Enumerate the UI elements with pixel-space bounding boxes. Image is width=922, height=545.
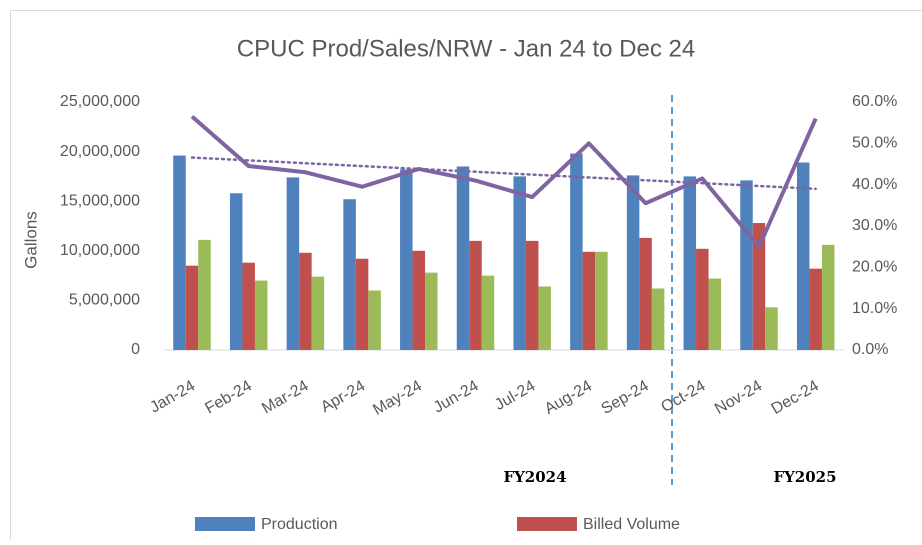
- bar: [242, 263, 255, 350]
- y2-tick-label: 40.0%: [852, 176, 897, 193]
- bar: [343, 199, 356, 350]
- bar: [538, 287, 551, 350]
- bar: [740, 180, 753, 350]
- y-tick-label: 15,000,000: [60, 192, 140, 209]
- y-tick-label: 10,000,000: [60, 242, 140, 259]
- y-tick-label: 20,000,000: [60, 143, 140, 160]
- bar: [368, 290, 381, 350]
- annotation: FY2025: [773, 468, 836, 486]
- y2-tick-label: 60.0%: [852, 93, 897, 110]
- y2-tick-label: 50.0%: [852, 135, 897, 152]
- bar: [822, 245, 835, 350]
- bar: [583, 252, 596, 350]
- y-tick-label: 0: [131, 341, 140, 358]
- bar: [482, 276, 495, 350]
- bar: [400, 169, 413, 350]
- bar: [797, 163, 810, 350]
- y2-tick-label: 0.0%: [852, 341, 888, 358]
- bar: [356, 259, 369, 350]
- annotation: FY2024: [503, 468, 566, 486]
- y-tick-label: 5,000,000: [69, 292, 140, 309]
- bar: [765, 307, 778, 350]
- legend-swatch: [517, 517, 577, 531]
- bar: [425, 273, 438, 350]
- y2-tick-label: 10.0%: [852, 300, 897, 317]
- bar: [457, 166, 470, 350]
- bar: [526, 241, 539, 350]
- bar: [299, 253, 312, 350]
- bar: [230, 193, 243, 350]
- bar: [696, 249, 709, 350]
- chart-title: CPUC Prod/Sales/NRW - Jan 24 to Dec 24: [237, 35, 695, 62]
- y-tick-label: 25,000,000: [60, 93, 140, 110]
- bar: [198, 240, 211, 350]
- y2-tick-label: 30.0%: [852, 217, 897, 234]
- bar: [709, 279, 722, 350]
- bar: [287, 177, 300, 350]
- legend-label: Billed Volume: [583, 516, 680, 533]
- bar: [469, 241, 482, 350]
- y2-tick-label: 20.0%: [852, 259, 897, 276]
- bar: [684, 176, 697, 350]
- bar: [627, 175, 640, 350]
- bar: [312, 277, 325, 350]
- bar: [186, 266, 199, 350]
- bar: [595, 252, 608, 350]
- bar: [809, 269, 822, 350]
- bar: [570, 154, 583, 350]
- bar: [255, 281, 268, 350]
- bar: [639, 238, 652, 350]
- bar: [173, 156, 186, 350]
- bar: [513, 176, 526, 350]
- y-axis-label: Gallons: [21, 211, 40, 269]
- bar: [652, 288, 665, 350]
- bar: [413, 251, 426, 350]
- legend-label: Production: [261, 516, 338, 533]
- legend-swatch: [195, 517, 255, 531]
